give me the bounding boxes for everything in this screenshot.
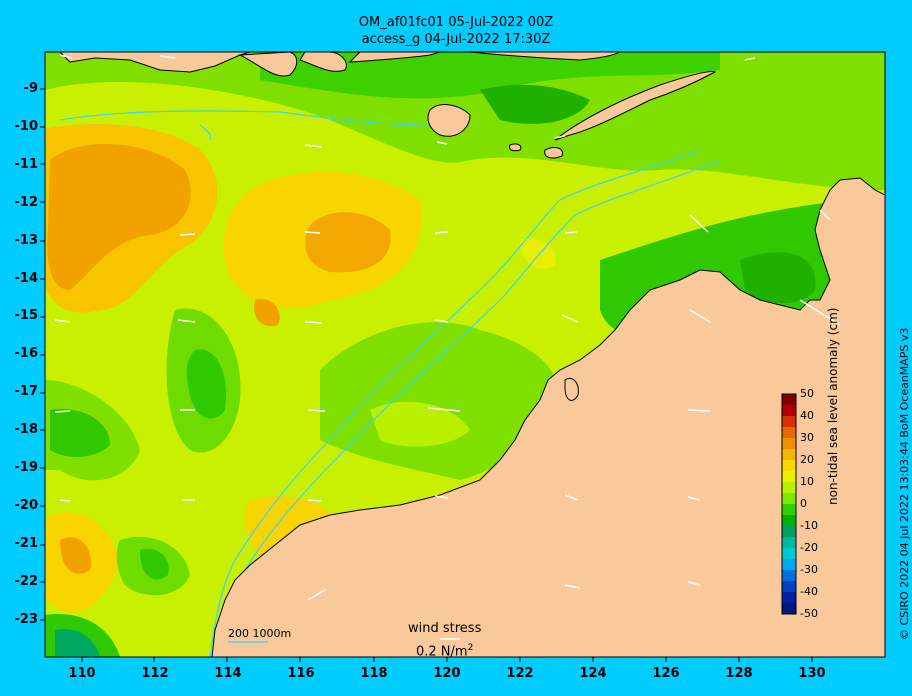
lat-tick-label: -16 [14, 346, 39, 362]
colorbar-title: non-tidal sea level anomaly (cm) [826, 307, 840, 505]
lat-tick-label: -22 [14, 573, 39, 589]
colorbar-segment [782, 449, 796, 461]
lat-tick-label: -17 [14, 384, 39, 400]
lat-tick-label: -23 [14, 611, 39, 627]
lon-tick-label: 128 [725, 666, 753, 681]
wind-stress-value: 0.2 N/m2 [416, 643, 474, 660]
colorbar-segment [782, 570, 796, 582]
colorbar-segment [782, 427, 796, 439]
colorbar-segment [782, 482, 796, 494]
title-line-1: OM_af01fc01 05-Jul-2022 00Z [358, 15, 554, 30]
lon-tick-label: 116 [287, 666, 315, 681]
lat-tick-label: -13 [14, 232, 39, 248]
colorbar-segment [782, 394, 796, 406]
colorbar-tick-label: -10 [800, 519, 818, 532]
lon-tick-label: 118 [360, 666, 388, 681]
lat-tick-label: -11 [14, 156, 39, 172]
colorbar-segment [782, 515, 796, 527]
lon-tick-label: 112 [141, 666, 169, 681]
colorbar-segment [782, 537, 796, 549]
lat-tick-label: -15 [14, 308, 39, 324]
colorbar [781, 393, 797, 615]
colorbar-segment [782, 416, 796, 428]
colorbar-segment [782, 526, 796, 538]
colorbar-tick-label: -50 [800, 607, 818, 620]
colorbar-segment [782, 559, 796, 571]
wind-stress-label: wind stress [408, 621, 482, 636]
colorbar-tick-label: 50 [800, 387, 814, 400]
colorbar-segment [782, 493, 796, 505]
colorbar-segment [782, 592, 796, 604]
colorbar-segment [782, 504, 796, 516]
lat-tick-label: -20 [14, 497, 39, 513]
lat-tick-label: -21 [14, 535, 39, 551]
lat-tick-label: -10 [14, 118, 39, 134]
credit-text: © CSIRO 2022 04 Jul 2022 13:03:44 BoM Oc… [898, 327, 911, 640]
land-masses [45, 52, 885, 657]
lon-tick-label: 120 [433, 666, 461, 681]
colorbar-tick-label: 20 [800, 453, 814, 466]
colorbar-tick-label: -20 [800, 541, 818, 554]
colorbar-segment [782, 438, 796, 450]
title-line-2: access_g 04-Jul-2022 17:30Z [361, 32, 551, 47]
colorbar-tick-label: 30 [800, 431, 814, 444]
lat-tick-label: -12 [14, 194, 39, 210]
colorbar-frame [781, 393, 797, 615]
colorbar-tick-label: 40 [800, 409, 814, 422]
lon-tick-label: 124 [579, 666, 607, 681]
colorbar-tick-label: 10 [800, 475, 814, 488]
colorbar-segment [782, 548, 796, 560]
lon-tick-label: 130 [798, 666, 826, 681]
depth-contour-legend: 200 1000m [228, 627, 292, 640]
colorbar-tick-label: 0 [800, 497, 807, 510]
wind-stress-vectors [54, 54, 841, 601]
colorbar-tick-label: -40 [800, 585, 818, 598]
lon-tick-label: 110 [68, 666, 96, 681]
lat-tick-label: -19 [14, 460, 39, 475]
colorbar-segment [782, 603, 796, 615]
axis-tick-marks [40, 88, 813, 662]
colorbar-segment [782, 405, 796, 417]
lon-tick-label: 114 [214, 666, 242, 681]
lat-tick-label: -9 [23, 81, 38, 96]
lat-tick-label: -14 [14, 270, 39, 286]
colorbar-segment [782, 581, 796, 593]
lon-tick-label: 126 [652, 666, 680, 681]
colorbar-segment [782, 471, 796, 483]
lon-tick-label: 122 [506, 666, 534, 681]
colorbar-tick-label: -30 [800, 563, 818, 576]
colorbar-segment [782, 460, 796, 472]
lat-tick-label: -18 [14, 422, 39, 438]
